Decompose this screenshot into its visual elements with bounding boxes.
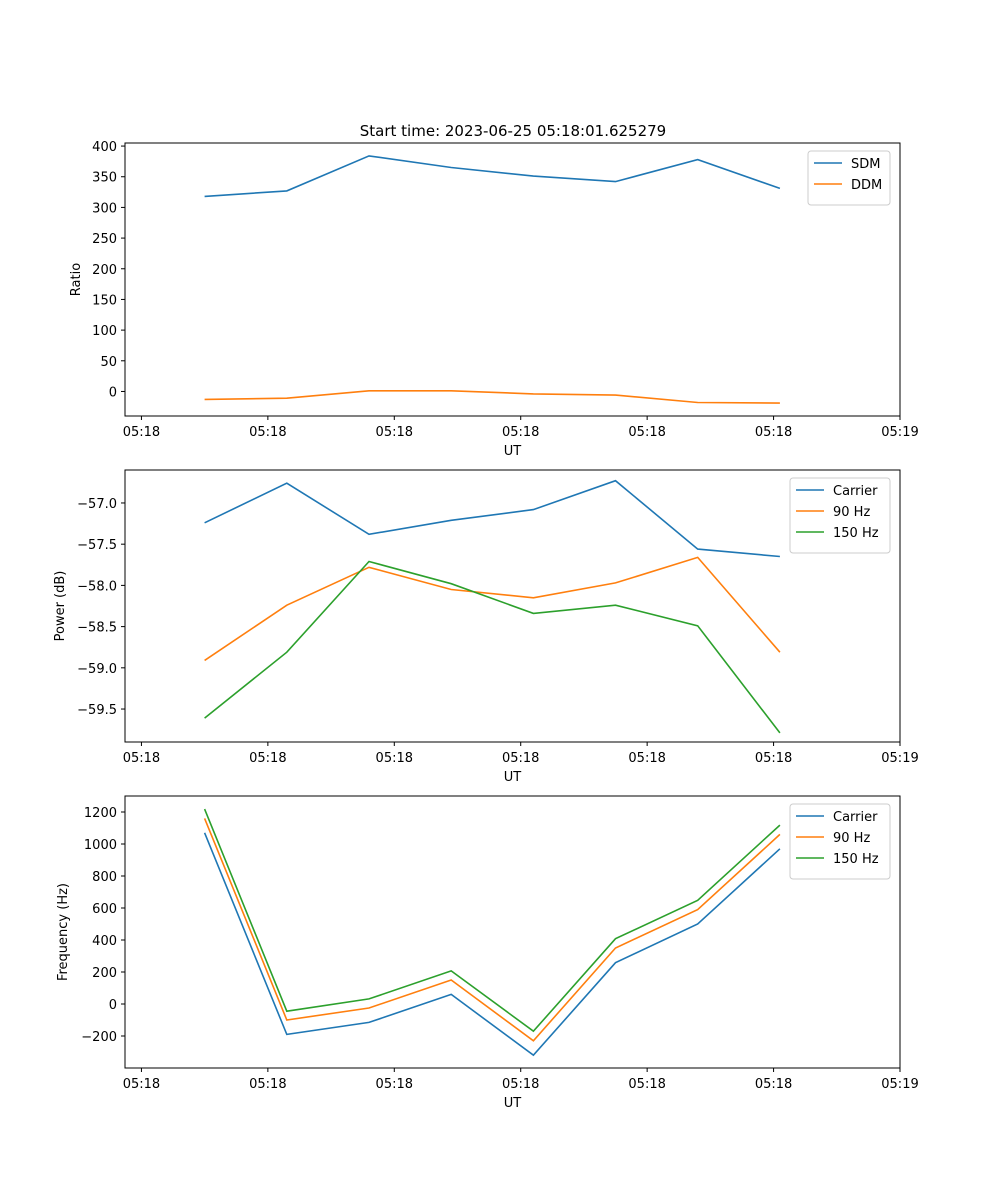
y-tick-label: −59.0 [77, 662, 117, 677]
y-tick-label: 200 [92, 263, 117, 278]
x-tick-label: 05:19 [881, 751, 918, 766]
axes-frame [124, 469, 901, 743]
axes-frame [124, 142, 901, 417]
y-axis-label: Ratio [69, 263, 84, 296]
x-tick-label: 05:19 [881, 1077, 918, 1092]
y-axis-label: Power (dB) [53, 571, 68, 642]
series-line-150-hz [203, 808, 781, 1033]
x-tick-label: 05:18 [249, 751, 286, 766]
legend-label: 150 Hz [833, 852, 879, 867]
x-tick-label: 05:18 [502, 425, 539, 440]
x-tick-label: 05:18 [755, 1077, 792, 1092]
y-tick-label: 50 [100, 355, 117, 370]
series-line-carrier [203, 832, 781, 1057]
y-tick-label: −57.5 [77, 538, 117, 553]
y-tick-label: 300 [92, 201, 117, 216]
x-axis-label: UT [504, 1096, 522, 1111]
chart-panel-2: 05:18 05:18 05:18 05:18 05:18 05:18 05:19 UT −57… [53, 469, 919, 785]
x-tick-label: 05:18 [376, 751, 413, 766]
y-tick-label: 0 [109, 385, 117, 400]
y-tick-label: 100 [92, 324, 117, 339]
legend-box [807, 150, 891, 206]
legend-label: 90 Hz [833, 505, 870, 520]
legend-label: DDM [851, 178, 882, 193]
x-tick-label: 05:18 [123, 1077, 160, 1092]
x-axis-label: UT [504, 770, 522, 785]
y-tick-label: 1000 [84, 838, 117, 853]
figure-title: Start time: 2023-06-25 05:18:01.625279 [360, 122, 666, 140]
y-tick-label: −57.0 [77, 497, 117, 512]
x-tick-label: 05:18 [376, 425, 413, 440]
legend-label: Carrier [833, 484, 878, 499]
chart-panel-1: 05:18 05:18 05:18 05:18 05:18 05:18 05:19 UT 0 50… [69, 140, 919, 459]
x-tick-label: 05:18 [249, 425, 286, 440]
x-tick-label: 05:18 [502, 751, 539, 766]
y-tick-label: 800 [92, 870, 117, 885]
y-tick-label: 200 [92, 966, 117, 981]
y-tick-label: 1200 [84, 806, 117, 821]
y-tick-label: 400 [92, 934, 117, 949]
legend: Carrier 90 Hz 150 Hz [789, 803, 891, 880]
x-tick-label: 05:18 [376, 1077, 413, 1092]
x-tick-label: 05:18 [249, 1077, 286, 1092]
x-tick-label: 05:18 [628, 1077, 665, 1092]
x-tick-label: 05:18 [123, 425, 160, 440]
x-tick-label: 05:18 [123, 751, 160, 766]
legend-label: 150 Hz [833, 526, 879, 541]
x-tick-label: 05:18 [755, 425, 792, 440]
series-line-150-hz [204, 560, 781, 734]
y-tick-label: 150 [92, 293, 117, 308]
legend: SDM DDM [807, 150, 891, 206]
x-tick-label: 05:18 [628, 751, 665, 766]
y-tick-label: −200 [81, 1030, 117, 1045]
y-tick-label: 250 [92, 232, 117, 247]
y-tick-label: 350 [92, 171, 117, 186]
x-tick-label: 05:19 [881, 425, 918, 440]
series-line-carrier [204, 479, 780, 558]
y-tick-label: −59.5 [77, 703, 117, 718]
legend-label: Carrier [833, 810, 878, 825]
legend: Carrier 90 Hz 150 Hz [789, 477, 891, 554]
axes-frame [124, 795, 901, 1069]
legend-label: 90 Hz [833, 831, 870, 846]
x-axis-label: UT [504, 444, 522, 459]
series-line-90-hz [203, 818, 781, 1042]
series-line-ddm [204, 389, 780, 404]
y-axis-label: Frequency (Hz) [56, 883, 71, 981]
chart-panel-3: 05:18 05:18 05:18 05:18 05:18 05:18 05:19 UT −20… [56, 795, 919, 1111]
legend-label: SDM [851, 157, 880, 172]
x-tick-label: 05:18 [755, 751, 792, 766]
y-tick-label: 400 [92, 140, 117, 155]
y-tick-label: 600 [92, 902, 117, 917]
legend-box [789, 477, 891, 554]
legend-box [789, 803, 891, 880]
y-tick-label: 0 [109, 998, 117, 1013]
x-tick-label: 05:18 [502, 1077, 539, 1092]
series-line-90-hz [204, 556, 781, 662]
x-tick-label: 05:18 [628, 425, 665, 440]
series-line-sdm [204, 155, 781, 198]
y-tick-label: −58.0 [77, 579, 117, 594]
y-tick-label: −58.5 [77, 621, 117, 636]
